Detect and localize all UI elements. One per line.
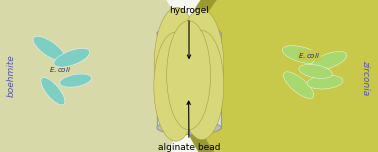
- Ellipse shape: [261, 15, 367, 140]
- Ellipse shape: [299, 64, 332, 78]
- Ellipse shape: [177, 0, 378, 152]
- Ellipse shape: [54, 48, 90, 67]
- Ellipse shape: [282, 46, 322, 64]
- Text: hydrogel: hydrogel: [169, 6, 209, 58]
- Ellipse shape: [154, 7, 200, 120]
- Text: alginate bead: alginate bead: [158, 101, 220, 152]
- Ellipse shape: [157, 121, 221, 135]
- Ellipse shape: [178, 9, 224, 122]
- Ellipse shape: [160, 57, 218, 68]
- Text: apatite-like shell: apatite-like shell: [0, 151, 1, 152]
- Text: $\it{E. coli}$: $\it{E. coli}$: [50, 65, 71, 74]
- Ellipse shape: [157, 27, 221, 40]
- Ellipse shape: [311, 52, 347, 70]
- Text: zirconia: zirconia: [361, 60, 370, 95]
- Ellipse shape: [41, 78, 65, 105]
- Ellipse shape: [33, 36, 65, 61]
- Ellipse shape: [180, 31, 224, 140]
- Bar: [157, 33, 221, 128]
- Ellipse shape: [0, 0, 191, 152]
- Ellipse shape: [190, 0, 378, 152]
- Ellipse shape: [167, 21, 211, 130]
- Ellipse shape: [307, 75, 343, 89]
- Ellipse shape: [2, 11, 115, 141]
- Ellipse shape: [60, 74, 91, 87]
- Text: boehmite: boehmite: [7, 55, 16, 97]
- Text: $\it{E. coli}$: $\it{E. coli}$: [298, 51, 320, 60]
- Ellipse shape: [284, 72, 314, 98]
- Ellipse shape: [154, 32, 198, 141]
